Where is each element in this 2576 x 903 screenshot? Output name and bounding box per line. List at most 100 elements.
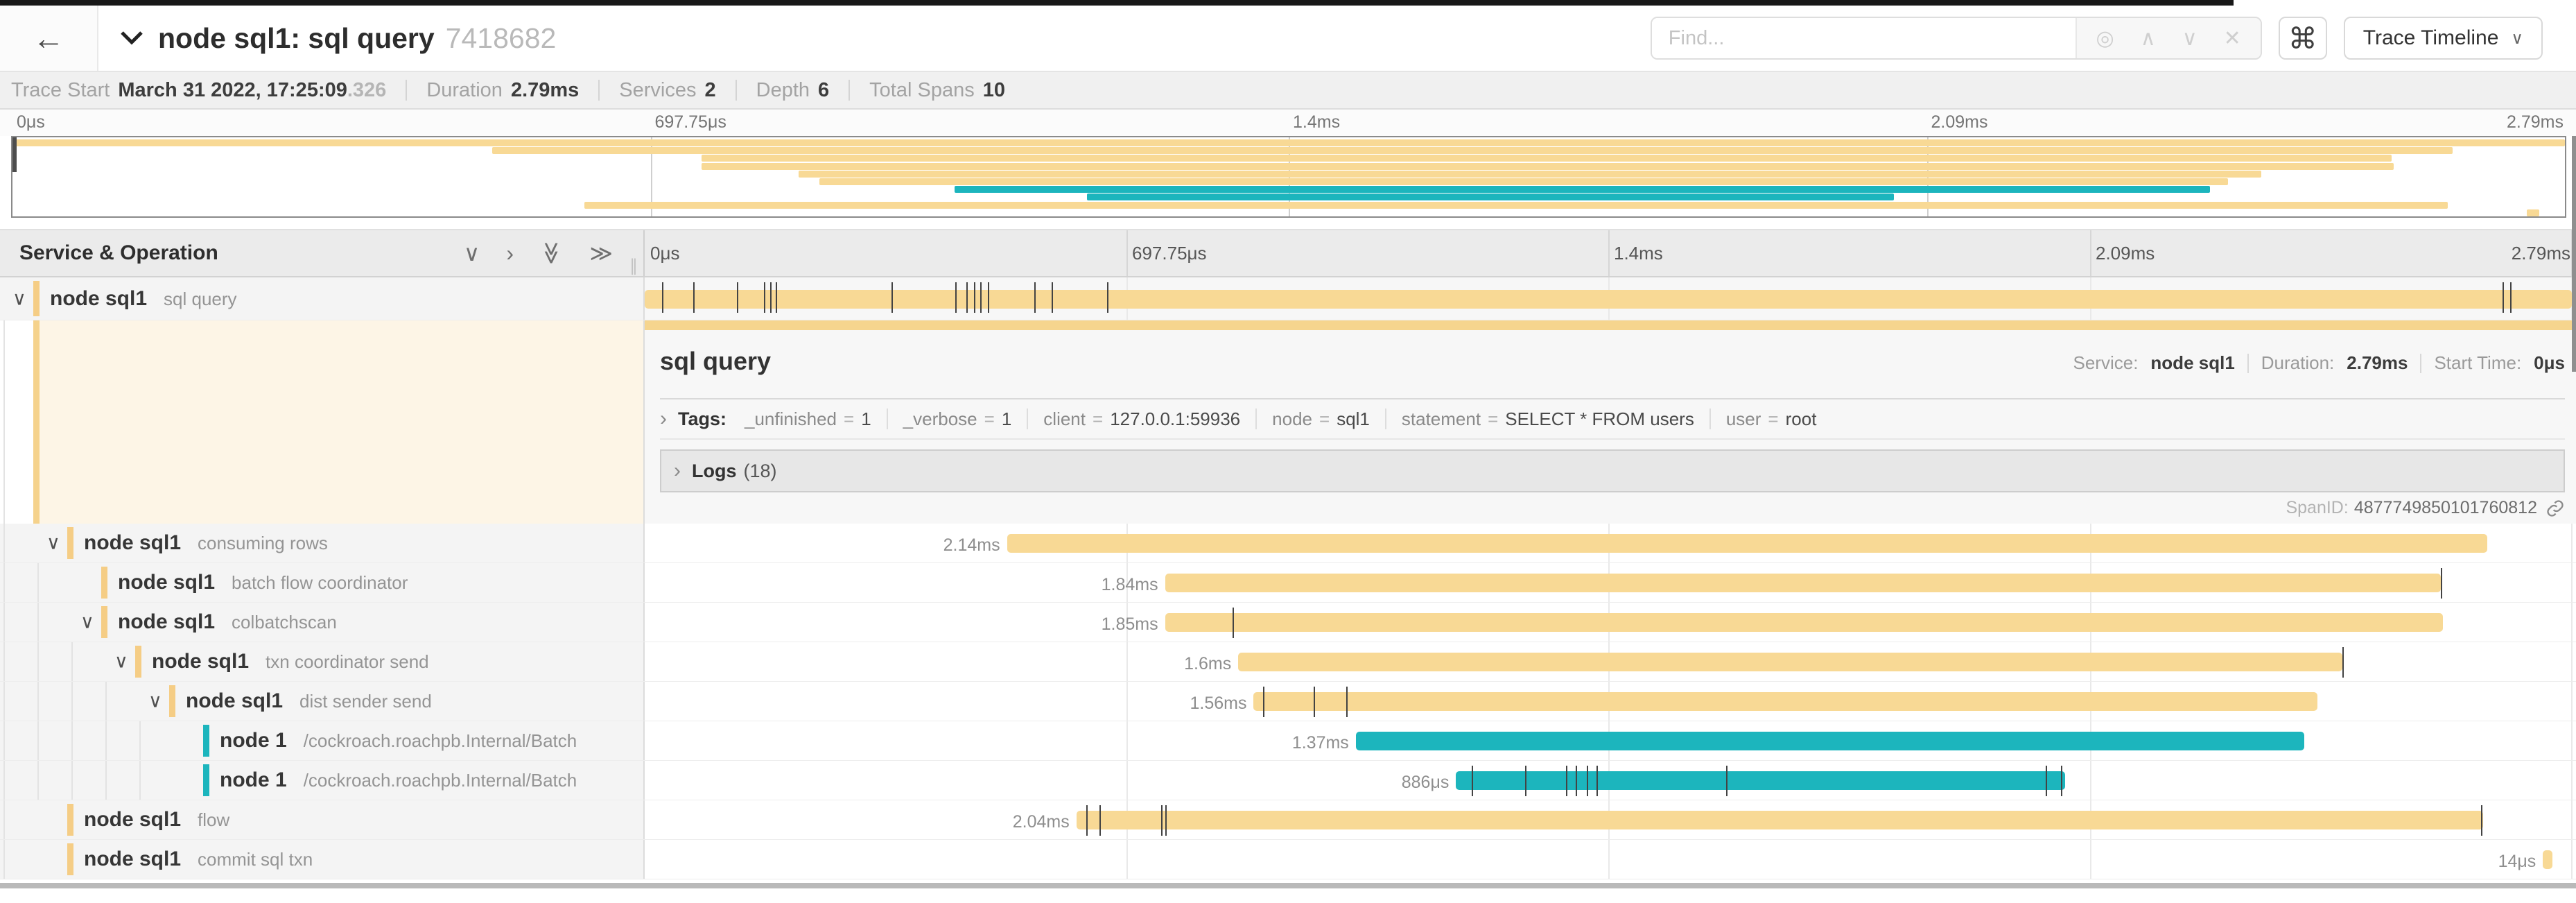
span-row[interactable]: node 1/cockroach.roachpb.Internal/Batch 1…	[0, 721, 2576, 761]
span-bar[interactable]	[1355, 732, 2304, 750]
timeline-axis-label: 697.75μs	[1132, 243, 1207, 264]
span-name-wrap: node sql1 consuming rows	[84, 531, 328, 555]
tag-divider	[1027, 409, 1029, 429]
span-bar[interactable]	[1238, 653, 2343, 671]
find-input[interactable]	[1651, 18, 2075, 58]
logs-accordion[interactable]: › Logs (18)	[660, 449, 2565, 492]
span-id-row: SpanID: 4877749850101760812	[2286, 498, 2565, 518]
tag-value: sql1	[1337, 408, 1370, 429]
collapse-trace-chevron-icon[interactable]	[119, 30, 144, 46]
minimap-drag-handle[interactable]	[12, 137, 17, 172]
span-bar[interactable]	[1165, 613, 2443, 632]
span-row-timeline-cell: 1.37ms	[645, 721, 2576, 760]
column-resizer-handle[interactable]: ∥	[629, 257, 638, 275]
span-bar[interactable]	[1253, 692, 2318, 711]
expand-one-icon[interactable]: ›	[506, 240, 514, 266]
span-bar[interactable]	[1007, 534, 2487, 553]
timeline-gridline	[1126, 761, 1128, 800]
span-row-name-cell: node sql1 batch flow coordinator	[0, 563, 645, 602]
span-row[interactable]: node sql1 commit sql txn 14μs	[0, 840, 2576, 879]
tags-label: Tags:	[678, 408, 727, 429]
logs-count: (18)	[743, 460, 777, 481]
span-row[interactable]: node 1/cockroach.roachpb.Internal/Batch 8…	[0, 761, 2576, 800]
operation-name: commit sql txn	[198, 849, 313, 870]
log-marker-tick	[1086, 805, 1088, 836]
span-row[interactable]: ∨ node sql1 sql query	[0, 277, 2576, 320]
expand-all-icon[interactable]: ≫	[589, 241, 613, 266]
log-marker-tick	[764, 282, 766, 313]
horizontal-scrollbar[interactable]	[0, 883, 2576, 888]
timeline-gridline	[2571, 682, 2573, 721]
chevron-down-icon[interactable]: ∨	[114, 651, 128, 672]
span-row-timeline-cell	[645, 277, 2576, 320]
span-name-wrap: node sql1 batch flow coordinator	[118, 571, 408, 594]
span-detail-meta: Service: node sql1 Duration: 2.79ms Star…	[2073, 352, 2566, 374]
find-next-icon[interactable]: ∨	[2182, 26, 2198, 50]
span-rows: ∨ node sql1 sql query sql query Service: n…	[0, 277, 2576, 879]
log-marker-tick	[1232, 608, 1234, 638]
span-row-name-cell: ∨ node sql1 dist sender send	[0, 682, 645, 721]
vertical-scrollbar-thumb[interactable]	[2572, 136, 2576, 372]
operation-name: batch flow coordinator	[232, 572, 408, 593]
collapse-one-icon[interactable]: ∨	[463, 241, 480, 266]
chevron-down-icon[interactable]: ∨	[80, 611, 94, 633]
tag-key: _verbose	[903, 408, 977, 429]
tags-accordion[interactable]: › Tags: _unfinished = 1 _verbose = 1 client = 12…	[660, 399, 2565, 440]
locate-icon[interactable]: ◎	[2096, 26, 2114, 50]
timeline-gridline	[2571, 800, 2573, 839]
selected-span-bar[interactable]	[645, 320, 2576, 330]
collapse-all-icon[interactable]: ≫	[539, 241, 564, 265]
span-bar[interactable]	[645, 290, 2572, 309]
summary-label: Duration	[426, 78, 503, 101]
span-bar[interactable]	[1165, 574, 2441, 592]
span-bar[interactable]	[2543, 850, 2553, 869]
chevron-down-icon[interactable]: ∨	[148, 690, 162, 712]
span-row[interactable]: ∨ node sql1 txn coordinator send 1.6ms	[0, 642, 2576, 682]
timeline-gridline	[2571, 524, 2573, 562]
find-prev-icon[interactable]: ∧	[2140, 26, 2156, 50]
back-button[interactable]: ←	[0, 6, 98, 71]
span-row-timeline-cell: 1.6ms	[645, 642, 2576, 681]
operation-name: consuming rows	[198, 533, 328, 553]
log-marker-tick	[2502, 282, 2504, 313]
log-marker-tick	[693, 282, 695, 313]
span-row[interactable]: node sql1 flow 2.04ms	[0, 800, 2576, 840]
chevron-down-icon[interactable]: ∨	[12, 288, 26, 309]
minimap-span-bar	[492, 147, 2453, 155]
service-name: node sql1	[118, 610, 216, 633]
span-bar[interactable]	[1076, 811, 2484, 829]
log-marker-tick	[966, 282, 968, 313]
chevron-down-icon[interactable]: ∨	[46, 532, 60, 553]
span-row[interactable]: ∨ node sql1 colbatchscan 1.85ms	[0, 603, 2576, 642]
keyboard-shortcuts-button[interactable]: ⌘	[2278, 17, 2327, 60]
minimap-axis-label: 0μs	[17, 112, 45, 132]
log-marker-tick	[891, 282, 893, 313]
service-name: node sql1	[186, 689, 284, 712]
service-name: node 1	[220, 768, 287, 791]
find-controls: ◎ ∧ ∨ ✕	[2075, 18, 2261, 58]
tree-guide-line	[3, 642, 5, 681]
minimap-span-bar	[584, 201, 2448, 209]
timeline-gridline	[2571, 642, 2573, 681]
minimap-axis-label: 2.79ms	[2507, 112, 2564, 132]
find-clear-icon[interactable]: ✕	[2223, 26, 2241, 50]
span-row[interactable]: ∨ node sql1 dist sender send 1.56ms	[0, 682, 2576, 721]
span-row-name-cell: ∨ node sql1 txn coordinator send	[0, 642, 645, 681]
span-row[interactable]: ∨ node sql1 consuming rows 2.14ms	[0, 524, 2576, 563]
chevron-right-icon: ›	[660, 407, 667, 430]
summary-divider	[598, 80, 600, 101]
span-row-timeline-cell: 14μs	[645, 840, 2576, 879]
span-row-timeline-cell: 2.14ms	[645, 524, 2576, 562]
link-icon[interactable]	[2545, 499, 2565, 518]
log-marker-tick	[1099, 805, 1102, 836]
duration-value: 2.79ms	[2347, 352, 2408, 373]
summary-value-suffix: .326	[347, 78, 387, 101]
view-selector-button[interactable]: Trace Timeline ∨	[2343, 17, 2543, 60]
trace-minimap[interactable]	[11, 136, 2566, 218]
timeline-axis-label: 0μs	[650, 243, 680, 264]
span-bar[interactable]	[1456, 771, 2065, 790]
summary-label: Total Spans	[869, 78, 975, 101]
expand-collapse-controls: ∨ › ≫ ≫	[464, 240, 613, 266]
span-row[interactable]: node sql1 batch flow coordinator 1.84ms	[0, 563, 2576, 603]
span-duration-label: 1.6ms	[1184, 654, 1232, 673]
